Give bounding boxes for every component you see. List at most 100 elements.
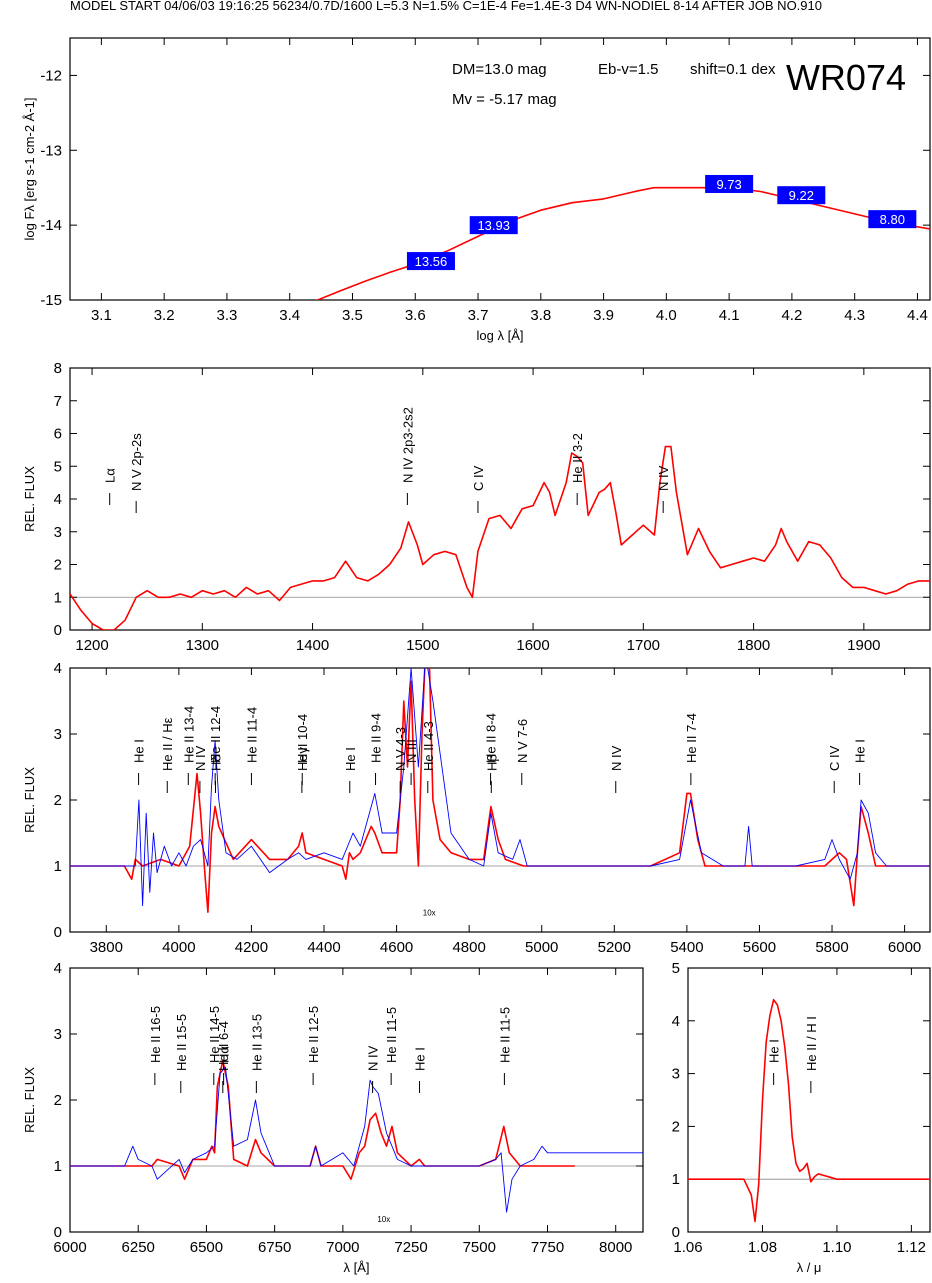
ir-ytick-label: 5 (672, 960, 680, 977)
optical-xtick-label: 4800 (452, 939, 485, 956)
optical-line-id-label: N IV (609, 745, 624, 771)
red-xlabel: λ [Å] (343, 1260, 369, 1275)
optical-ylabel: REL. FLUX (22, 767, 37, 833)
optical-line-id-label: He I (132, 739, 147, 763)
uv-ytick-label: 0 (54, 622, 62, 639)
uv-ytick-label: 7 (54, 393, 62, 410)
sed-xtick-label: 4.2 (781, 307, 802, 324)
ir-xtick-label: 1.08 (748, 1239, 777, 1256)
sed-xtick-label: 3.5 (342, 307, 363, 324)
optical-series-model (70, 668, 930, 913)
sed-title: WR074 (786, 57, 906, 98)
sed-frame (69, 37, 931, 301)
optical-xtick-label: 5600 (743, 939, 776, 956)
sed-photometry-label: 13.93 (477, 218, 510, 233)
sed-photometry-box (705, 174, 754, 193)
sed-photometry-box (777, 186, 826, 205)
ir-xtick-label: 1.06 (673, 1239, 702, 1256)
optical-line-id-label: He II / Hε (160, 717, 175, 771)
optical-line-id-label: He II 9-4 (369, 713, 384, 763)
red-line-id-label: He II 13-5 (249, 1014, 264, 1071)
optical-ytick-label: 0 (54, 924, 62, 941)
uv-xtick-label: 1300 (186, 637, 219, 654)
sed-photometry-box (406, 252, 455, 271)
sed-ytick-label: -14 (40, 217, 62, 234)
red-xtick-label: 7250 (394, 1239, 427, 1256)
uv-xtick-label: 1500 (406, 637, 439, 654)
optical-line-id-label: N IV (193, 745, 208, 771)
red-ytick-label: 3 (54, 1026, 62, 1043)
sed-xtick-label: 3.4 (279, 307, 300, 324)
red-line-id-label: Hα (217, 1046, 232, 1063)
red-ytick-label: 4 (54, 960, 62, 977)
uv-ytick-label: 1 (54, 589, 62, 606)
red-xtick-label: 6000 (53, 1239, 86, 1256)
red-ytick-label: 0 (54, 1224, 62, 1241)
optical-xtick-label: 3800 (90, 939, 123, 956)
uv-line-id-label: He II 3-2 (570, 433, 585, 483)
sed-photometry-label: 9.22 (789, 188, 814, 203)
optical-line-id-label: Hγ (295, 747, 310, 763)
red-xtick-label: 7500 (463, 1239, 496, 1256)
red-line-id-label: He II 6-4 (216, 1021, 231, 1071)
ir-xtick-label: 1.12 (897, 1239, 926, 1256)
red-xtick-label: 7750 (531, 1239, 564, 1256)
sed-xtick-label: 3.7 (468, 307, 489, 324)
ir-line-id-label: He I (767, 1039, 782, 1063)
red-line-id-label: He II 14-5 (207, 1006, 222, 1063)
optical-ytick-label: 3 (54, 726, 62, 743)
sed-annotation-ebv: Eb-v=1.5 (598, 61, 658, 78)
uv-ytick-label: 8 (54, 360, 62, 377)
optical-line-id-label: He I (853, 739, 868, 763)
red-line-id-label: N IV (366, 1045, 381, 1071)
sed-xlabel: log λ [Å] (477, 328, 524, 343)
red-series-model (70, 1059, 575, 1180)
optical-ytick-label: 4 (54, 660, 62, 677)
ir-ytick-label: 2 (672, 1118, 680, 1135)
optical-xtick-label: 5400 (670, 939, 703, 956)
optical-line-id-label: He II 8-4 (484, 713, 499, 763)
uv-xtick-label: 1800 (737, 637, 770, 654)
sed-xtick-label: 3.3 (217, 307, 238, 324)
sed-xtick-label: 4.4 (907, 307, 928, 324)
sed-xtick-label: 4.1 (719, 307, 740, 324)
red-line-id-label: He I (413, 1047, 428, 1071)
optical-line-id-label: He II 10-4 (295, 714, 310, 771)
optical-xtick-label: 5000 (525, 939, 558, 956)
uv-ytick-label: 3 (54, 524, 62, 541)
optical-line-id-label: He II 11-4 (244, 707, 259, 763)
ir-ytick-label: 1 (672, 1171, 680, 1188)
ir-frame (687, 967, 931, 1233)
sed-xtick-label: 4.3 (844, 307, 865, 324)
sed-xtick-label: 3.9 (593, 307, 614, 324)
uv-series-model (70, 445, 930, 630)
ir-ytick-label: 3 (672, 1066, 680, 1083)
uv-ylabel: REL. FLUX (22, 466, 37, 532)
optical-line-id-label: N V 4-3 (393, 727, 408, 771)
optical-series-observation (70, 668, 930, 907)
red-ytick-label: 2 (54, 1092, 62, 1109)
uv-line-id-label: Lα (103, 468, 118, 483)
uv-line-id-label: N V 2p-2s (129, 433, 144, 491)
optical-line-id-label: Hδ (209, 754, 224, 771)
sed-photometry-label: 8.80 (880, 212, 905, 227)
sed-ylabel: log Fλ [erg s-1 cm-2 Å-1] (22, 97, 37, 240)
sed-photometry-label: 9.73 (716, 177, 741, 192)
ir-series-model (688, 998, 930, 1223)
red-series-observation (70, 1066, 643, 1213)
optical-inset-label: 10x (423, 909, 436, 918)
red-xtick-label: 7000 (326, 1239, 359, 1256)
optical-line-id-label: Hβ (484, 754, 499, 771)
uv-line-id-label: N IV 2p3-2s2 (400, 407, 415, 483)
red-line-id-label: He II 16-5 (148, 1006, 163, 1063)
red-xtick-label: 8000 (599, 1239, 632, 1256)
optical-line-id-label: He I (343, 747, 358, 771)
red-ylabel: REL. FLUX (22, 1067, 37, 1133)
optical-line-id-label: He II 13-4 (181, 706, 196, 763)
red-xtick-label: 6250 (122, 1239, 155, 1256)
uv-ytick-label: 6 (54, 426, 62, 443)
uv-frame (69, 367, 931, 631)
sed-photometry-box (868, 210, 917, 229)
uv-ytick-label: 4 (54, 491, 62, 508)
header-line: MODEL START 04/06/03 19:16:25 56234/0.7D… (70, 0, 822, 13)
